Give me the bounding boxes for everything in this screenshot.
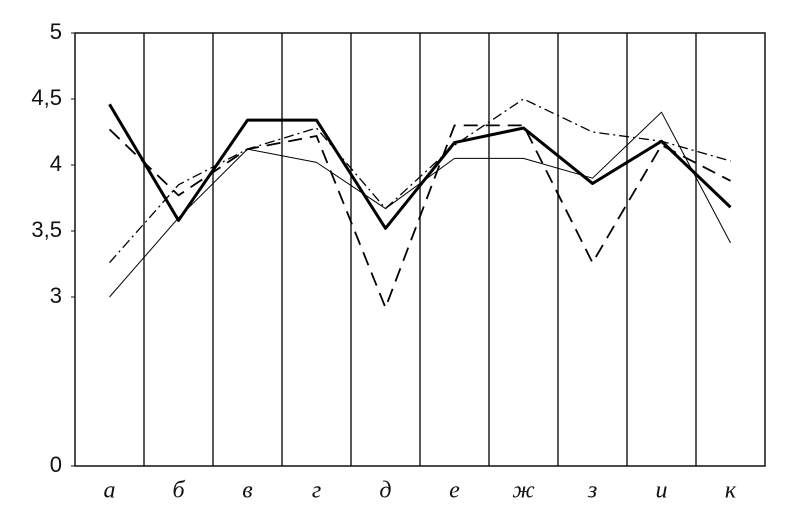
x-tick-label: ж bbox=[512, 478, 534, 504]
y-tick-label: 3 bbox=[50, 283, 62, 308]
series-line bbox=[109, 111, 731, 298]
x-tick-label: в bbox=[242, 478, 252, 504]
y-tick-label: 4 bbox=[50, 151, 62, 176]
series-line bbox=[109, 98, 731, 264]
series-line bbox=[108, 124, 731, 309]
x-tick-label: з bbox=[587, 478, 597, 504]
x-tick-label: и bbox=[656, 478, 668, 504]
y-tick-label: 4,5 bbox=[31, 85, 62, 110]
x-tick-label: д bbox=[379, 478, 391, 504]
x-tick-label: г bbox=[312, 478, 321, 504]
y-tick-label: 5 bbox=[50, 19, 62, 44]
y-tick-label: 0 bbox=[50, 452, 62, 477]
series-line bbox=[108, 103, 732, 230]
x-tick-label: к bbox=[725, 478, 737, 504]
x-tick-label: е bbox=[449, 478, 460, 504]
x-tick-label: б bbox=[172, 478, 185, 504]
x-tick-label: а bbox=[104, 478, 116, 504]
y-tick-label: 3,5 bbox=[31, 217, 62, 242]
